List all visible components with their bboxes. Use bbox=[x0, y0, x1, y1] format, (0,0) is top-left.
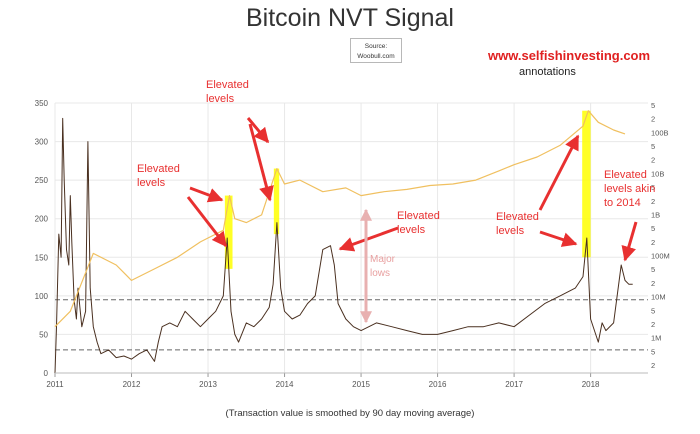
y2-tick-label: 2 bbox=[651, 279, 655, 288]
y2-tick-label: 5 bbox=[651, 265, 655, 274]
y2-tick-label: 2 bbox=[651, 115, 655, 124]
x-tick-label: 2012 bbox=[123, 380, 141, 389]
nvt-signal-line bbox=[54, 117, 633, 374]
annotation-text: levels bbox=[206, 93, 235, 105]
threshold-layer bbox=[55, 299, 648, 351]
chart-footnote: (Transaction value is smoothed by 90 day… bbox=[225, 408, 475, 419]
annotation-arrow bbox=[538, 134, 580, 211]
x-tick-label: 2018 bbox=[582, 380, 600, 389]
annotation-text: levels akin bbox=[604, 183, 655, 195]
y2-tick-label: 5 bbox=[651, 183, 655, 192]
y2-tick-label: 2 bbox=[651, 238, 655, 247]
y2-tick-label: 10M bbox=[651, 293, 666, 302]
y2-tick-label: 5 bbox=[651, 224, 655, 233]
annotation-text: Elevated bbox=[206, 79, 249, 91]
y2-tick-label: 2 bbox=[651, 320, 655, 329]
annotation-arrow bbox=[539, 230, 578, 247]
axis-layer: 0 50 100 150 200 250 300 350 2011 2012 2013 2014 201… bbox=[35, 99, 670, 389]
source-name: Woobull.com bbox=[357, 53, 395, 60]
y2-tick-label: 100M bbox=[651, 252, 670, 261]
annotation-text: Elevated bbox=[604, 169, 647, 181]
y-tick-label: 350 bbox=[35, 99, 49, 108]
source-label: Source: bbox=[364, 43, 388, 50]
annotation-text: Elevated bbox=[496, 211, 539, 223]
y2-tick-label: 5 bbox=[651, 347, 655, 356]
y-tick-label: 200 bbox=[35, 215, 49, 224]
annotation-text: to 2014 bbox=[604, 197, 641, 209]
annotation-text: Elevated bbox=[397, 210, 440, 222]
y2-tick-label: 1M bbox=[651, 334, 661, 343]
series-layer bbox=[54, 110, 633, 374]
y2-tick-label: 2 bbox=[651, 156, 655, 165]
highlight-band bbox=[273, 168, 280, 235]
y2-tick-label: 5 bbox=[651, 306, 655, 315]
highlight-layer bbox=[224, 110, 591, 269]
source-box: Source: Woobull.com bbox=[350, 38, 402, 63]
annotation-arrow bbox=[246, 117, 270, 144]
annotation-text: lows bbox=[370, 268, 390, 279]
x-tick-label: 2011 bbox=[46, 380, 64, 389]
y2-tick-label: 1B bbox=[651, 210, 660, 219]
y2-tick-label: 2 bbox=[651, 197, 655, 206]
x-tick-label: 2015 bbox=[352, 380, 370, 389]
highlight-band bbox=[582, 110, 591, 258]
brand-subtitle: annotations bbox=[519, 66, 576, 78]
annotation-arrow bbox=[338, 226, 399, 252]
y2-tick-label: 100B bbox=[651, 128, 669, 137]
annotation-arrow bbox=[621, 221, 638, 262]
y2-tick-label: 10B bbox=[651, 169, 664, 178]
annotation-text: levels bbox=[397, 224, 426, 236]
y2-tick-label: 5 bbox=[651, 142, 655, 151]
y2-tick-label: 5 bbox=[651, 101, 655, 110]
annotation-arrow bbox=[186, 196, 228, 248]
price-line bbox=[54, 110, 626, 328]
x-tick-label: 2016 bbox=[429, 380, 447, 389]
chart-title: Bitcoin NVT Signal bbox=[246, 4, 454, 32]
annotation-text: levels bbox=[137, 177, 166, 189]
annotation-arrow bbox=[248, 123, 274, 202]
x-tick-label: 2014 bbox=[276, 380, 294, 389]
annotation-text: Major bbox=[370, 254, 396, 265]
highlight-band bbox=[224, 195, 233, 269]
annotation-text: levels bbox=[496, 225, 525, 237]
annotation-arrow bbox=[189, 186, 224, 203]
annotation-text: Elevated bbox=[137, 163, 180, 175]
y-tick-label: 50 bbox=[39, 330, 48, 339]
x-tick-label: 2017 bbox=[505, 380, 523, 389]
y-tick-label: 300 bbox=[35, 138, 49, 147]
annotation-layer: Elevated levels Elevated levels Elevated leve… bbox=[137, 79, 655, 324]
y-tick-label: 150 bbox=[35, 253, 49, 262]
y-tick-label: 100 bbox=[35, 292, 49, 301]
x-tick-label: 2013 bbox=[199, 380, 217, 389]
y2-tick-label: 2 bbox=[651, 361, 655, 370]
brand-url: www.selfishinvesting.com bbox=[488, 48, 651, 63]
y-tick-label: 0 bbox=[44, 369, 49, 378]
y-tick-label: 250 bbox=[35, 176, 49, 185]
